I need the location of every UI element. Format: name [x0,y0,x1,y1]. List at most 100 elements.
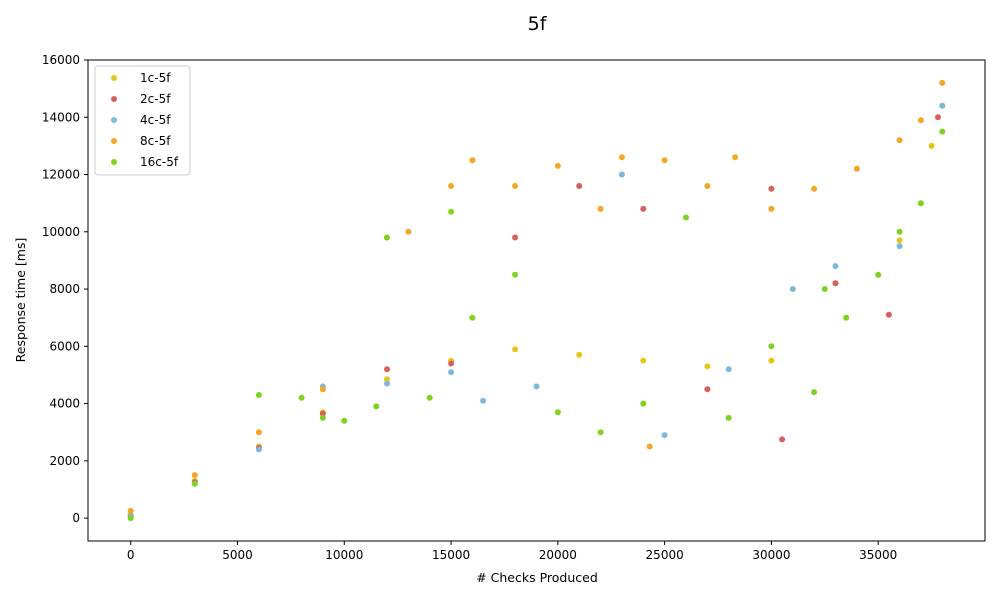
point-4c-5f-12 [832,263,839,270]
point-8c-5f-19 [896,137,903,144]
point-1c-5f-9 [704,363,711,370]
y-tick-label-8000: 8000 [49,282,80,296]
point-8c-5f-18 [853,165,860,172]
x-tick-label-35000: 35000 [859,548,897,562]
point-16c-5f-15 [683,214,689,221]
point-8c-5f-3 [319,386,326,393]
point-16c-5f-17 [768,343,775,350]
point-2c-5f-14 [935,114,941,121]
point-16c-5f-7 [384,234,390,241]
point-16c-5f-5 [341,417,348,424]
point-8c-5f-8 [512,183,519,189]
series-1c-5f [127,142,935,519]
point-1c-5f-8 [640,357,647,364]
point-8c-5f-2 [255,429,262,436]
point-8c-5f-9 [554,162,561,169]
point-1c-5f-13 [928,142,935,149]
point-4c-5f-11 [789,286,796,292]
point-4c-5f-2 [255,446,262,453]
point-8c-5f-13 [661,157,668,164]
series-4c-5f [127,102,946,520]
point-8c-5f-14 [704,183,711,189]
point-16c-5f-12 [554,409,561,416]
point-16c-5f-6 [373,403,380,410]
point-16c-5f-14 [640,400,647,407]
point-4c-5f-5 [448,369,455,376]
legend-label-1c-5f: 1c-5f [140,71,171,85]
point-8c-5f-5 [405,228,412,235]
point-8c-5f-17 [811,185,818,192]
point-16c-5f-3 [298,394,305,401]
point-4c-5f-13 [896,243,903,250]
y-tick-label-6000: 6000 [49,339,80,353]
point-2c-5f-7 [576,183,583,189]
point-8c-5f-12 [646,443,653,450]
legend-marker-2c-5f [111,96,117,102]
legend-label-8c-5f: 8c-5f [140,134,171,148]
legend-marker-16c-5f [111,159,117,165]
point-8c-5f-21 [939,79,946,86]
point-2c-5f-5 [448,360,455,367]
legend-label-16c-5f: 16c-5f [140,155,179,169]
point-16c-5f-2 [255,392,262,398]
scatter-points [127,79,946,522]
point-16c-5f-19 [821,286,828,292]
point-16c-5f-10 [469,314,476,321]
point-1c-5f-10 [768,357,775,364]
point-8c-5f-16 [768,205,775,212]
point-16c-5f-1 [191,480,198,487]
x-tick-label-0: 0 [127,548,135,562]
point-16c-5f-13 [597,429,604,436]
legend: 1c-5f 2c-5f 4c-5f 8c-5f 16c-5f [94,65,191,176]
point-2c-5f-3 [319,410,326,417]
x-tick-label-5000: 5000 [222,548,253,562]
point-8c-5f-15 [732,154,739,161]
x-tick-label-15000: 15000 [432,548,470,562]
y-tick-label-2000: 2000 [49,454,80,468]
point-2c-5f-6 [512,234,519,241]
point-16c-5f-4 [319,414,326,421]
series-16c-5f [127,128,946,522]
point-16c-5f-16 [725,414,732,421]
point-1c-5f-12 [896,237,903,244]
point-2c-5f-13 [885,311,892,318]
point-8c-5f-6 [448,183,455,189]
point-8c-5f-10 [597,205,604,212]
x-tick-label-25000: 25000 [646,548,684,562]
point-2c-5f-11 [779,436,786,443]
y-axis-label: Response time [ms] [13,238,28,363]
point-8c-5f-11 [618,154,625,161]
point-4c-5f-9 [661,432,668,439]
point-4c-5f-6 [480,397,487,404]
y-tick-label-4000: 4000 [49,397,80,411]
y-tick-label-16000: 16000 [42,53,80,67]
x-tick-label-10000: 10000 [325,548,363,562]
point-4c-5f-7 [533,383,540,390]
legend-marker-8c-5f [111,138,117,144]
x-axis: 0 5000 10000 15000 20000 25000 30000 35000 [127,541,897,562]
point-16c-5f-23 [917,200,924,207]
y-tick-label-0: 0 [72,511,80,525]
point-2c-5f-12 [832,280,839,287]
point-16c-5f-22 [896,228,903,235]
point-8c-5f-7 [469,157,476,164]
point-1c-5f-4 [384,376,390,383]
point-2c-5f-4 [384,366,390,373]
legend-marker-1c-5f [111,75,117,81]
point-4c-5f-14 [939,102,946,109]
point-16c-5f-11 [512,271,519,278]
point-4c-5f-10 [725,366,732,373]
point-2c-5f-9 [704,386,711,393]
point-16c-5f-0 [127,515,134,522]
x-tick-label-30000: 30000 [752,548,790,562]
point-4c-5f-4 [384,380,390,387]
point-16c-5f-24 [939,128,946,135]
point-16c-5f-8 [426,394,433,401]
legend-marker-4c-5f [111,117,117,123]
point-16c-5f-18 [811,389,818,396]
y-axis: 0 2000 4000 6000 8000 10000 12000 14000 16000 [42,53,88,525]
point-8c-5f-0 [127,507,134,514]
point-2c-5f-8 [640,205,647,212]
point-16c-5f-20 [843,314,850,321]
